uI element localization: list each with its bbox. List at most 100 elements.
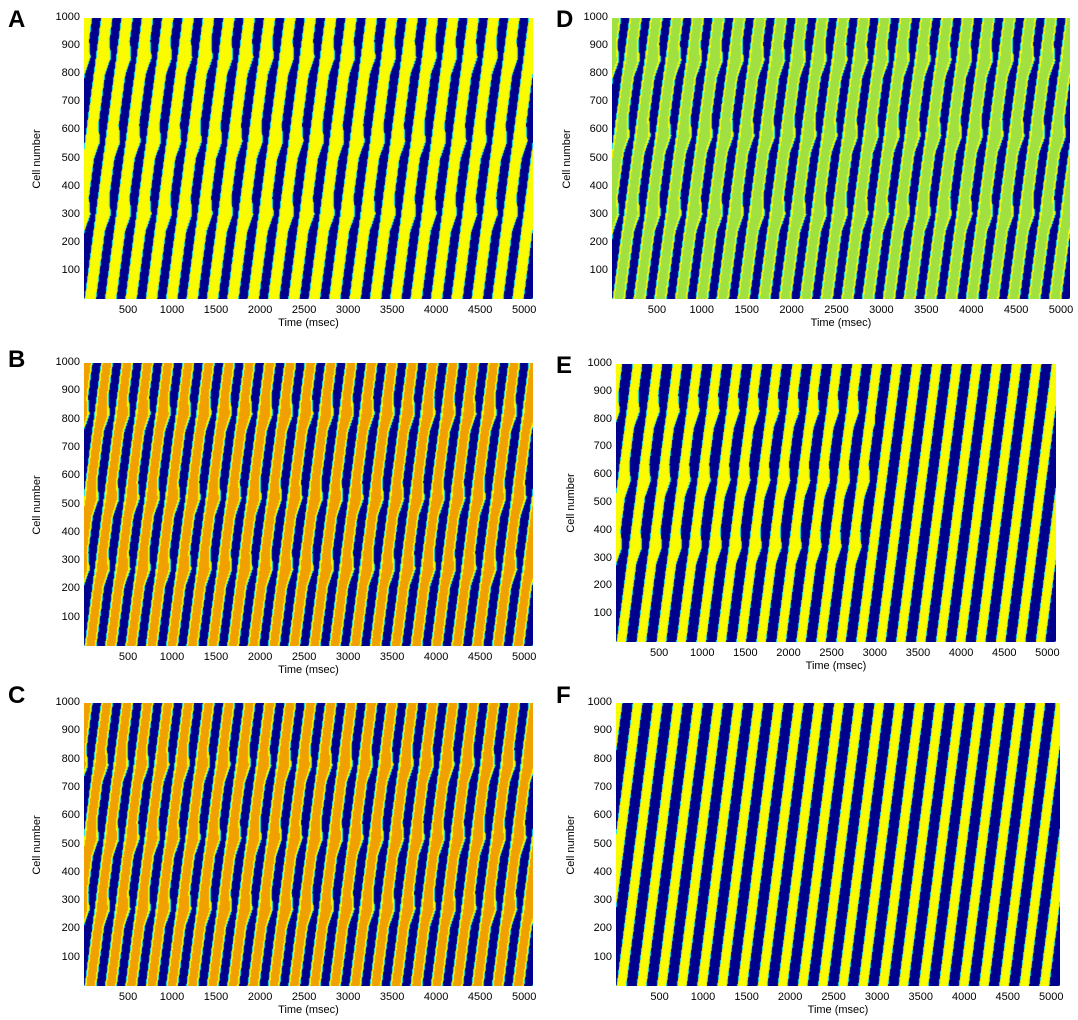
- y-tick-label: 800: [593, 412, 612, 425]
- x-axis-label: Time (msec): [810, 317, 872, 329]
- x-tick-label: 1000: [689, 304, 715, 316]
- heatmap-plot-e: [616, 364, 1056, 642]
- x-tick-label: 1500: [734, 304, 759, 316]
- heatmap-canvas: [616, 703, 1060, 986]
- x-tick-label: 5000: [1048, 304, 1074, 316]
- y-tick-label: 600: [589, 123, 608, 136]
- panel-letter-a: A: [8, 6, 26, 33]
- y-tick-label: 600: [593, 809, 612, 822]
- x-tick-label: 1500: [203, 651, 229, 663]
- x-tick-label: 1500: [203, 304, 229, 316]
- y-tick-label: 900: [593, 384, 612, 397]
- panel-letter-b: B: [8, 346, 26, 373]
- y-tick-label: 700: [593, 780, 612, 793]
- x-axis-label: Time (msec): [278, 1004, 339, 1016]
- x-tick-label: 2500: [821, 991, 846, 1003]
- y-tick-label: 200: [593, 922, 612, 935]
- y-axis-label: Cell number: [31, 128, 43, 189]
- y-tick-label: 400: [593, 523, 612, 536]
- heatmap-canvas: [84, 703, 533, 986]
- x-tick-label: 4000: [423, 991, 449, 1003]
- y-tick-label: 900: [593, 724, 612, 737]
- y-tick-label: 400: [589, 179, 608, 192]
- y-tick-label: 800: [589, 67, 608, 80]
- x-tick-label: 2500: [819, 647, 844, 659]
- y-tick-label: 1000: [55, 696, 80, 708]
- y-tick-label: 500: [61, 837, 80, 850]
- heatmap-plot-f: [616, 703, 1060, 986]
- heatmap-canvas: [84, 18, 533, 299]
- x-tick-label: 2000: [247, 304, 273, 316]
- y-tick-label: 1000: [583, 11, 608, 23]
- y-axis-label: Cell number: [565, 814, 577, 875]
- x-tick-label: 1000: [690, 991, 716, 1003]
- y-tick-label: 300: [61, 207, 80, 220]
- y-tick-label: 200: [61, 235, 80, 248]
- y-tick-label: 200: [61, 922, 80, 935]
- y-tick-label: 300: [589, 207, 608, 220]
- x-tick-label: 3000: [335, 651, 361, 663]
- y-axis-label: Cell number: [31, 814, 43, 875]
- x-tick-label: 5000: [511, 304, 537, 316]
- y-tick-label: 500: [589, 151, 608, 164]
- x-tick-label: 4000: [423, 304, 449, 316]
- y-tick-label: 900: [61, 39, 80, 52]
- x-axis-label: Time (msec): [278, 317, 339, 329]
- x-tick-label: 3500: [914, 304, 939, 316]
- x-tick-label: 3000: [864, 991, 890, 1003]
- x-tick-label: 2000: [779, 304, 804, 316]
- y-tick-label: 200: [593, 579, 612, 592]
- y-tick-label: 1000: [55, 11, 80, 23]
- x-tick-label: 3500: [379, 991, 405, 1003]
- y-tick-label: 600: [593, 468, 612, 481]
- panel-letter-c: C: [8, 682, 26, 709]
- y-tick-label: 300: [61, 894, 80, 907]
- x-tick-label: 3500: [908, 991, 933, 1003]
- y-tick-label: 300: [61, 554, 80, 567]
- y-tick-label: 400: [61, 525, 80, 538]
- panel-letter-f: F: [556, 682, 571, 709]
- y-tick-label: 700: [593, 440, 612, 453]
- x-tick-label: 3000: [335, 991, 361, 1003]
- y-tick-label: 700: [61, 440, 80, 453]
- y-tick-label: 400: [593, 865, 612, 878]
- y-tick-label: 900: [589, 39, 608, 52]
- y-tick-label: 800: [593, 752, 612, 765]
- x-axis-label: Time (msec): [805, 660, 867, 672]
- x-tick-label: 500: [650, 991, 669, 1003]
- y-tick-label: 500: [61, 497, 80, 510]
- y-tick-label: 600: [61, 123, 80, 136]
- x-tick-label: 1500: [733, 647, 758, 659]
- y-tick-label: 600: [61, 469, 80, 482]
- heatmap-plot-c: [84, 703, 533, 986]
- x-tick-label: 4500: [995, 991, 1020, 1003]
- x-tick-label: 3000: [335, 304, 361, 316]
- x-tick-label: 2000: [247, 651, 273, 663]
- x-axis-label: Time (msec): [807, 1004, 869, 1016]
- y-tick-label: 800: [61, 67, 80, 80]
- y-tick-label: 900: [61, 384, 80, 397]
- y-tick-label: 300: [593, 894, 612, 907]
- x-tick-label: 5000: [511, 651, 537, 663]
- x-tick-label: 3000: [862, 647, 888, 659]
- x-tick-label: 5000: [1035, 647, 1060, 659]
- y-tick-label: 200: [589, 235, 608, 248]
- y-tick-label: 1000: [587, 357, 612, 369]
- heatmap-plot-d: [612, 18, 1070, 299]
- y-tick-label: 700: [589, 95, 608, 108]
- y-tick-label: 1000: [55, 356, 80, 368]
- y-tick-label: 400: [61, 865, 80, 878]
- y-tick-label: 100: [61, 610, 80, 623]
- x-tick-label: 2500: [291, 304, 317, 316]
- x-tick-label: 3500: [379, 304, 405, 316]
- x-tick-label: 4500: [1003, 304, 1029, 316]
- x-tick-label: 4500: [991, 647, 1017, 659]
- y-tick-label: 300: [593, 551, 612, 564]
- y-axis-label: Cell number: [565, 473, 577, 533]
- x-tick-label: 4500: [467, 991, 493, 1003]
- y-tick-label: 400: [61, 179, 80, 192]
- y-tick-label: 900: [61, 724, 80, 737]
- y-tick-label: 100: [593, 607, 612, 620]
- x-axis-label: Time (msec): [278, 664, 339, 676]
- x-tick-label: 4500: [467, 304, 493, 316]
